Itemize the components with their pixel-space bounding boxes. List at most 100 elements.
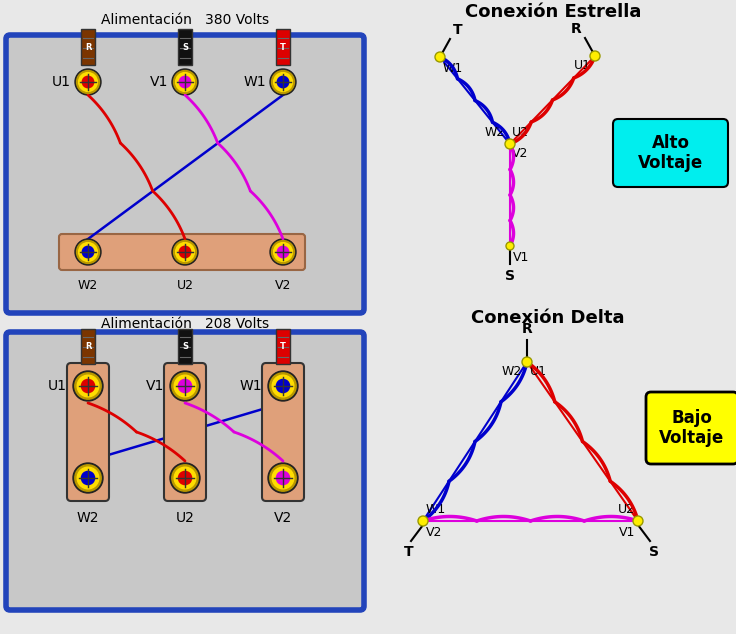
FancyBboxPatch shape <box>6 332 364 610</box>
Circle shape <box>170 463 200 493</box>
Bar <box>178 29 192 65</box>
Bar <box>276 29 290 65</box>
Circle shape <box>180 246 191 257</box>
Text: U1: U1 <box>52 75 71 89</box>
Circle shape <box>75 69 101 95</box>
Circle shape <box>522 357 532 367</box>
FancyBboxPatch shape <box>646 392 736 464</box>
Bar <box>81 329 95 364</box>
Text: U1: U1 <box>530 365 547 378</box>
Circle shape <box>435 52 445 62</box>
Circle shape <box>272 70 294 93</box>
Circle shape <box>270 465 296 491</box>
Bar <box>276 329 290 364</box>
Circle shape <box>272 375 294 397</box>
Text: T: T <box>404 545 414 559</box>
Text: T: T <box>280 42 286 51</box>
Circle shape <box>77 375 99 397</box>
FancyBboxPatch shape <box>67 363 109 501</box>
Text: V1: V1 <box>149 75 168 89</box>
Text: V1: V1 <box>513 251 529 264</box>
Text: W2: W2 <box>502 365 522 378</box>
Text: W1: W1 <box>244 75 266 89</box>
Text: Alimentación   380 Volts: Alimentación 380 Volts <box>101 13 269 27</box>
Circle shape <box>272 467 294 489</box>
Text: Bajo
Voltaje: Bajo Voltaje <box>659 408 725 448</box>
Circle shape <box>268 371 298 401</box>
Circle shape <box>178 379 191 392</box>
Circle shape <box>277 246 289 257</box>
Circle shape <box>174 70 197 93</box>
Text: Conexión Delta: Conexión Delta <box>471 309 625 327</box>
Circle shape <box>505 139 515 149</box>
Circle shape <box>75 373 102 399</box>
Circle shape <box>79 243 97 261</box>
Text: S: S <box>649 545 659 559</box>
Circle shape <box>82 246 93 257</box>
Text: V1: V1 <box>146 379 164 393</box>
Circle shape <box>171 465 198 491</box>
FancyBboxPatch shape <box>262 363 304 501</box>
Circle shape <box>633 516 643 526</box>
Circle shape <box>75 239 101 265</box>
Text: S: S <box>182 42 188 51</box>
Text: R: R <box>522 322 532 336</box>
Text: U1: U1 <box>574 59 591 72</box>
Circle shape <box>82 76 93 87</box>
Circle shape <box>79 73 97 91</box>
Text: V2: V2 <box>275 279 291 292</box>
Circle shape <box>277 76 289 87</box>
Circle shape <box>75 465 102 491</box>
Text: W2: W2 <box>485 126 505 139</box>
Circle shape <box>174 240 197 264</box>
Circle shape <box>272 240 294 264</box>
FancyBboxPatch shape <box>613 119 728 187</box>
Text: U2: U2 <box>618 503 635 516</box>
Circle shape <box>274 73 292 91</box>
Text: W2: W2 <box>77 511 99 525</box>
Circle shape <box>274 243 292 261</box>
Circle shape <box>77 240 99 264</box>
Circle shape <box>176 73 194 91</box>
Text: V2: V2 <box>426 526 442 539</box>
Circle shape <box>172 69 198 95</box>
FancyBboxPatch shape <box>6 35 364 313</box>
Circle shape <box>73 371 103 401</box>
Circle shape <box>270 69 296 95</box>
Circle shape <box>171 373 198 399</box>
Text: W1: W1 <box>426 503 446 516</box>
Circle shape <box>174 467 196 489</box>
Circle shape <box>268 463 298 493</box>
Bar <box>178 329 192 364</box>
Circle shape <box>170 371 200 401</box>
Circle shape <box>73 463 103 493</box>
Text: W1: W1 <box>443 62 463 75</box>
FancyBboxPatch shape <box>59 234 305 270</box>
Circle shape <box>270 239 296 265</box>
Text: U2: U2 <box>512 126 529 139</box>
Text: T: T <box>280 342 286 351</box>
Circle shape <box>277 379 289 392</box>
Circle shape <box>82 379 95 392</box>
Text: Alto
Voltaje: Alto Voltaje <box>638 134 703 172</box>
Text: U1: U1 <box>48 379 67 393</box>
Circle shape <box>77 70 99 93</box>
Circle shape <box>176 243 194 261</box>
Text: W1: W1 <box>239 379 262 393</box>
Text: S: S <box>182 342 188 351</box>
Circle shape <box>77 467 99 489</box>
Text: V2: V2 <box>512 147 528 160</box>
Circle shape <box>277 472 289 484</box>
Bar <box>81 29 95 65</box>
Circle shape <box>270 373 296 399</box>
Text: Conexión Estrella: Conexión Estrella <box>465 3 641 21</box>
Text: Alimentación   208 Volts: Alimentación 208 Volts <box>101 317 269 331</box>
Circle shape <box>178 472 191 484</box>
Circle shape <box>590 51 600 61</box>
Text: S: S <box>505 269 515 283</box>
Text: V2: V2 <box>274 511 292 525</box>
Text: R: R <box>85 342 91 351</box>
Text: V1: V1 <box>619 526 635 539</box>
Circle shape <box>506 242 514 250</box>
Circle shape <box>418 516 428 526</box>
